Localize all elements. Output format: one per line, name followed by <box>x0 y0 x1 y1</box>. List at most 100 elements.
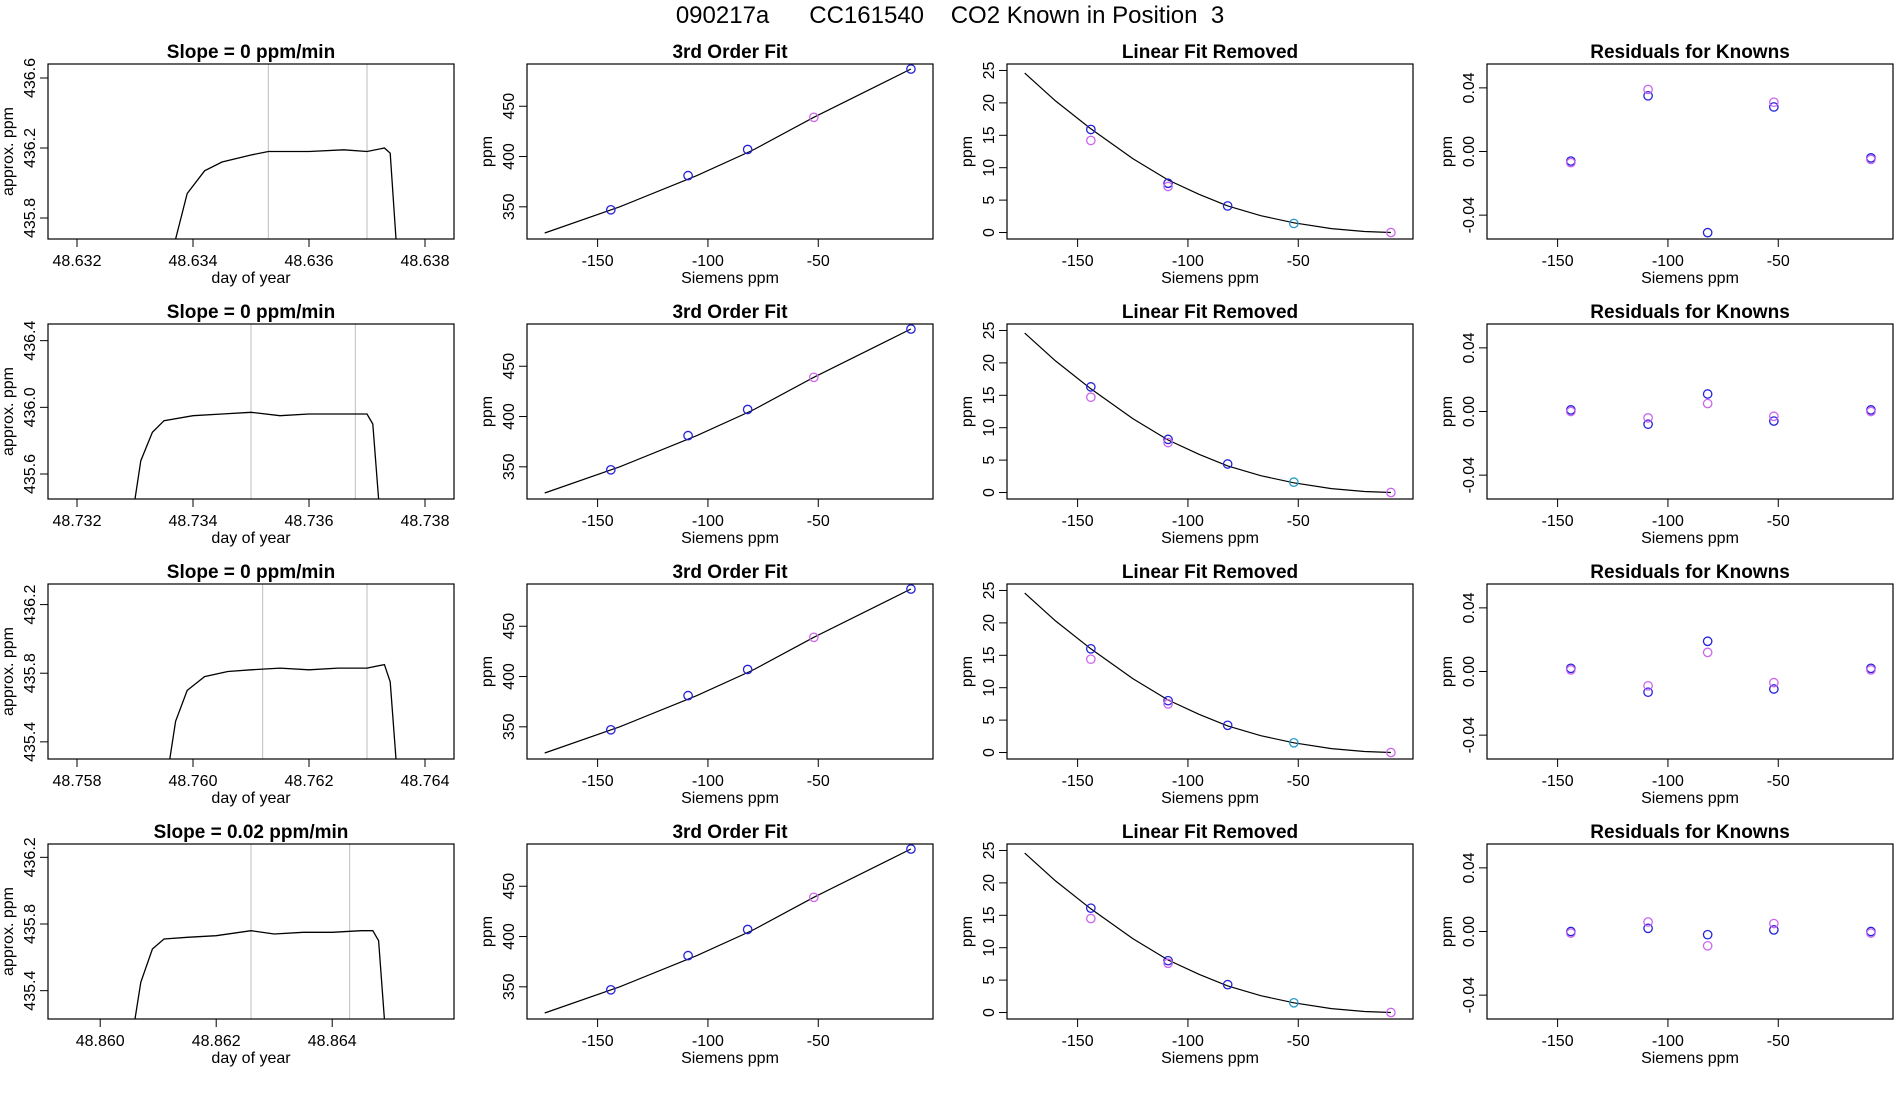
y-tick-label: 0.00 <box>1461 916 1478 947</box>
y-tick-label: 0.00 <box>1461 396 1478 427</box>
y-tick-label: 435.4 <box>22 971 39 1011</box>
y-tick-label: 400 <box>501 663 518 690</box>
x-tick-label: 48.864 <box>308 1033 357 1050</box>
x-tick-label: -150 <box>582 1033 614 1050</box>
y-tick-label: 5 <box>981 196 998 205</box>
y-tick-label: 5 <box>981 456 998 465</box>
data-point <box>1768 97 1779 108</box>
x-tick-label: -50 <box>1287 1033 1310 1050</box>
series-line <box>134 411 380 499</box>
panel-title: Slope = 0 ppm/min <box>167 302 335 323</box>
y-tick-label: 0 <box>981 748 998 757</box>
plot-frame <box>47 843 455 1020</box>
data-point <box>1702 389 1713 399</box>
data-point <box>605 984 616 995</box>
y-axis-label: approx. ppm <box>0 627 17 716</box>
data-point <box>1643 419 1653 430</box>
panel-10: -150 -100 -50 350 400 450 3rd Order Fit Siemens… <box>479 562 934 807</box>
plot-frame <box>1006 843 1414 1020</box>
data-point <box>1768 411 1779 422</box>
data-point <box>1085 382 1096 392</box>
panel-7: -150 -100 -50 0 5 10 15 20 25 Linear Fit Removed S… <box>959 302 1414 547</box>
y-tick-label: 10 <box>981 159 998 177</box>
plot-frame <box>47 583 455 760</box>
y-tick-label: 5 <box>981 716 998 725</box>
x-tick-label: 48.736 <box>285 513 334 530</box>
data-point <box>1702 647 1713 658</box>
y-tick-label: 435.8 <box>22 653 39 693</box>
y-axis-label: ppm <box>959 396 976 427</box>
data-point <box>1085 135 1096 146</box>
fit-curve <box>544 848 912 1014</box>
data-point <box>683 170 693 181</box>
fit-curve <box>1024 852 1391 1014</box>
data-point <box>1288 477 1299 487</box>
data-point <box>683 690 693 701</box>
x-tick-label: -50 <box>807 1033 830 1050</box>
data-point <box>1163 695 1173 706</box>
y-tick-label: -0.04 <box>1461 977 1478 1014</box>
data-point <box>742 404 753 415</box>
data-point <box>1702 227 1713 238</box>
x-tick-label: 48.862 <box>192 1033 241 1050</box>
x-tick-label: 48.732 <box>53 513 102 530</box>
data-point <box>1643 413 1653 423</box>
panel-title: Residuals for Knowns <box>1590 562 1790 583</box>
x-tick-label: -100 <box>1652 1033 1684 1050</box>
y-tick-label: 400 <box>501 143 518 170</box>
y-tick-label: 0.04 <box>1461 852 1478 883</box>
panel-16: -150 -100 -50 -0.04 0.00 0.04 Residuals for Kn… <box>1439 822 1894 1067</box>
panel-2: -150 -100 -50 350 400 450 3rd Order Fit Siemens… <box>479 42 934 287</box>
data-point <box>808 892 819 903</box>
y-axis-label: ppm <box>1439 656 1456 687</box>
x-axis-label: Siemens ppm <box>1161 270 1259 287</box>
x-axis-label: Siemens ppm <box>681 530 779 547</box>
x-tick-label: -100 <box>1172 253 1204 270</box>
y-tick-label: 0.04 <box>1461 592 1478 623</box>
x-axis-label: day of year <box>211 270 291 287</box>
data-point <box>1565 157 1576 168</box>
x-tick-label: 48.758 <box>53 773 102 790</box>
y-tick-label: 15 <box>981 126 998 144</box>
plot-frame <box>526 323 934 500</box>
panel-9: 48.758 48.760 48.762 48.764 435.4 435.8 436.2 S… <box>0 562 455 807</box>
x-tick-label: 48.734 <box>169 513 218 530</box>
fit-curve <box>1024 72 1391 234</box>
x-tick-label: -50 <box>807 773 830 790</box>
plot-frame <box>1006 63 1414 240</box>
y-tick-label: 5 <box>981 976 998 985</box>
plot-frame <box>47 63 455 240</box>
data-point <box>1085 124 1096 135</box>
series-line <box>169 663 397 759</box>
x-tick-label: -100 <box>1172 1033 1204 1050</box>
y-tick-label: 20 <box>981 614 998 632</box>
y-tick-label: 436.6 <box>22 58 39 98</box>
x-tick-label: -150 <box>1542 253 1574 270</box>
data-point <box>1643 923 1653 934</box>
data-point <box>1866 928 1876 938</box>
x-tick-label: -150 <box>1062 773 1094 790</box>
x-tick-label: -150 <box>1062 1033 1094 1050</box>
fit-curve <box>1024 332 1391 494</box>
x-axis-label: Siemens ppm <box>681 790 779 807</box>
x-axis-label: Siemens ppm <box>1641 1050 1739 1067</box>
x-axis-label: Siemens ppm <box>681 270 779 287</box>
data-point <box>605 204 616 215</box>
y-tick-label: 0.00 <box>1461 656 1478 687</box>
data-point <box>605 464 616 475</box>
y-tick-label: 350 <box>501 453 518 480</box>
panel-8: -150 -100 -50 -0.04 0.00 0.04 Residuals for Kn… <box>1439 302 1894 547</box>
y-tick-label: 400 <box>501 403 518 430</box>
x-tick-label: -50 <box>1767 513 1790 530</box>
y-tick-label: 450 <box>501 873 518 900</box>
data-point <box>605 724 616 735</box>
fit-curve <box>544 588 912 754</box>
data-point <box>742 924 753 935</box>
x-tick-label: -100 <box>1652 773 1684 790</box>
panel-title: Slope = 0 ppm/min <box>167 42 335 63</box>
data-point <box>1386 747 1396 758</box>
data-point <box>1565 928 1576 938</box>
data-point <box>1163 434 1173 445</box>
panel-title: Residuals for Knowns <box>1590 822 1790 843</box>
plot-frame <box>526 843 934 1020</box>
